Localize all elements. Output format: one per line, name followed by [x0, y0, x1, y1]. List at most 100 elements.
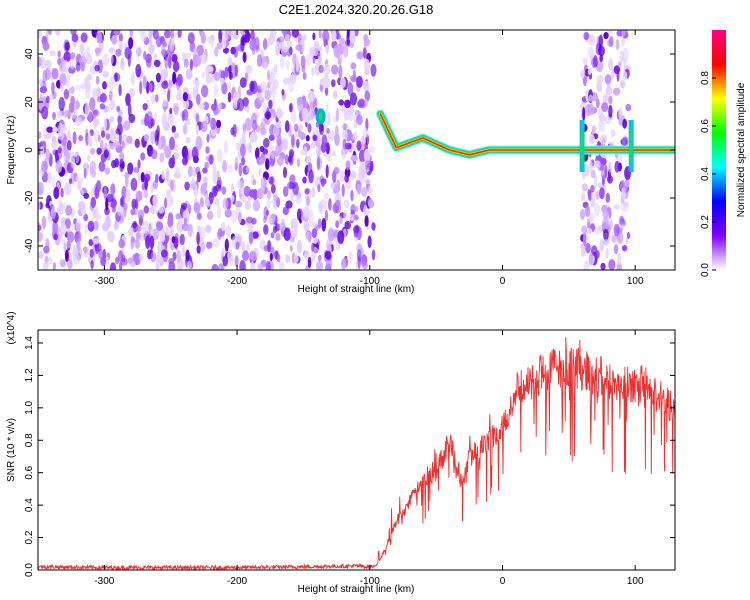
- noise-blob: [333, 115, 337, 123]
- noise-blob: [45, 238, 50, 251]
- noise-blob: [337, 230, 345, 245]
- noise-blob: [155, 72, 161, 83]
- noise-blob: [605, 192, 610, 203]
- noise-blob: [219, 77, 225, 85]
- noise-blob: [594, 175, 598, 189]
- noise-blob: [591, 245, 598, 256]
- noise-blob: [338, 64, 343, 79]
- noise-blob: [312, 46, 319, 57]
- noise-blob: [143, 51, 147, 60]
- noise-blob: [285, 200, 293, 209]
- noise-blob: [206, 241, 213, 249]
- noise-blob: [242, 250, 250, 262]
- noise-blob: [104, 142, 108, 151]
- noise-blob: [608, 95, 613, 105]
- noise-blob: [325, 263, 332, 270]
- y-tick-label: 0.0: [24, 563, 35, 577]
- noise-blob: [93, 220, 99, 231]
- noise-blob: [189, 58, 193, 71]
- noise-blob: [125, 174, 129, 188]
- noise-blob: [123, 120, 131, 131]
- noise-blob: [257, 263, 264, 270]
- noise-blob: [290, 109, 297, 123]
- noise-blob: [301, 107, 309, 122]
- noise-blob: [200, 197, 204, 208]
- noise-blob: [130, 208, 136, 216]
- noise-blob: [231, 62, 235, 73]
- noise-blob: [210, 117, 217, 130]
- noise-blob: [278, 222, 286, 232]
- noise-blob: [250, 30, 255, 41]
- noise-blob: [144, 113, 150, 127]
- noise-blob: [58, 122, 63, 137]
- noise-blob: [190, 183, 196, 191]
- noise-blob: [598, 182, 603, 189]
- noise-blob: [232, 30, 240, 40]
- noise-blob: [185, 52, 192, 59]
- noise-blob: [152, 30, 159, 40]
- top-y-axis-label: Frequency (Hz): [6, 116, 17, 185]
- noise-blob: [613, 244, 619, 255]
- noise-blob: [274, 223, 281, 232]
- noise-blob: [196, 54, 202, 66]
- noise-blob: [77, 180, 82, 190]
- noise-blob: [370, 63, 377, 77]
- noise-blob: [200, 183, 207, 195]
- noise-blob: [83, 213, 88, 222]
- x-tick-label: 100: [627, 576, 644, 587]
- noise-blob: [619, 50, 624, 63]
- noise-blob: [238, 180, 244, 194]
- noise-blob: [315, 261, 323, 270]
- noise-blob: [66, 130, 72, 143]
- noise-blob: [234, 156, 239, 170]
- noise-blob: [238, 162, 243, 177]
- noise-blob: [90, 147, 95, 155]
- noise-blob: [296, 138, 300, 149]
- noise-blob: [353, 225, 360, 234]
- noise-blob: [105, 197, 109, 212]
- noise-blob: [223, 140, 229, 155]
- noise-blob: [213, 71, 221, 81]
- noise-blob: [155, 134, 160, 146]
- noise-blob: [613, 203, 620, 210]
- noise-blob: [195, 136, 203, 150]
- noise-blob: [600, 262, 606, 270]
- noise-blob: [206, 133, 210, 143]
- noise-blob: [165, 225, 169, 236]
- noise-blob: [184, 181, 190, 191]
- noise-blob: [140, 118, 146, 126]
- noise-blob: [205, 146, 210, 154]
- noise-blob: [164, 145, 172, 159]
- noise-blob: [145, 235, 151, 249]
- noise-blob: [356, 51, 364, 60]
- noise-blob: [248, 231, 254, 245]
- noise-blob: [244, 117, 252, 131]
- noise-blob: [230, 194, 235, 203]
- noise-blob: [585, 242, 591, 254]
- noise-blob: [340, 37, 346, 50]
- noise-blob: [591, 125, 597, 133]
- noise-blob: [581, 191, 586, 202]
- noise-blob: [132, 220, 137, 229]
- noise-blob: [599, 239, 604, 252]
- noise-blob: [289, 245, 293, 252]
- noise-blob: [246, 142, 253, 152]
- noise-blob: [94, 64, 100, 72]
- noise-blob: [74, 84, 81, 91]
- noise-blob: [343, 45, 349, 58]
- noise-blob: [149, 82, 153, 92]
- y-tick-label: 0.2: [24, 530, 35, 544]
- noise-blob: [321, 180, 325, 187]
- noise-blob: [230, 183, 235, 193]
- noise-blob: [353, 119, 358, 129]
- noise-blob: [589, 215, 593, 223]
- noise-blob: [137, 159, 141, 169]
- noise-blob: [582, 232, 587, 247]
- noise-blob: [118, 84, 122, 97]
- noise-blob: [279, 56, 285, 69]
- noise-blob: [599, 187, 605, 200]
- noise-blob: [118, 33, 123, 43]
- noise-blob: [155, 173, 159, 183]
- noise-blob: [55, 30, 61, 36]
- noise-blob: [236, 98, 245, 112]
